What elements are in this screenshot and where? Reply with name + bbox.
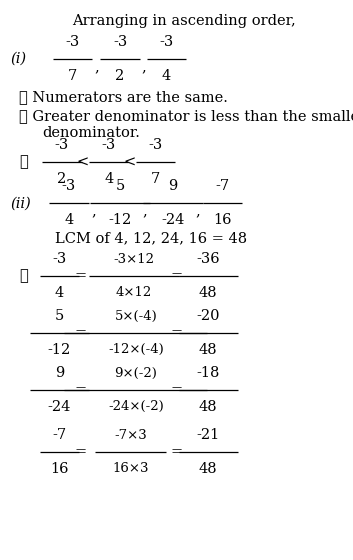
Text: 5×(-4): 5×(-4) [114,310,157,323]
Text: =: = [170,326,183,340]
Text: ∴ Greater denominator is less than the smaller: ∴ Greater denominator is less than the s… [19,109,353,123]
Text: 48: 48 [199,400,217,414]
Text: -7: -7 [52,428,66,442]
Text: -3: -3 [55,138,69,152]
Text: (ii): (ii) [11,196,31,210]
Text: -18: -18 [197,366,220,380]
Text: 9: 9 [55,366,64,380]
Text: -3: -3 [148,138,162,152]
Text: 5: 5 [115,179,125,193]
Text: -3: -3 [62,179,76,193]
Text: =: = [74,326,86,340]
Text: denominator.: denominator. [42,126,140,140]
Text: 4×12: 4×12 [116,286,152,299]
Text: 7: 7 [151,172,160,186]
Text: ,: , [91,205,96,219]
Text: 4: 4 [104,172,113,186]
Text: -3: -3 [102,138,116,152]
Text: 48: 48 [199,462,217,476]
Text: =: = [74,383,86,398]
Text: ,: , [142,60,146,74]
Text: -3: -3 [160,35,174,49]
Text: ,: , [195,205,200,219]
Text: 4: 4 [64,213,73,227]
Text: 16: 16 [50,462,68,476]
Text: 48: 48 [199,343,217,357]
Text: =: = [74,269,86,283]
Text: (i): (i) [11,52,27,66]
Text: -12: -12 [48,343,71,357]
Text: -12×(-4): -12×(-4) [108,343,164,356]
Text: LCM of 4, 12, 24, 16 = 48: LCM of 4, 12, 24, 16 = 48 [55,231,247,245]
Text: -3: -3 [65,35,79,49]
Text: ∴ Numerators are the same.: ∴ Numerators are the same. [19,90,228,104]
Text: <: < [124,156,136,170]
Text: 2: 2 [57,172,66,186]
Text: 5: 5 [55,309,64,323]
Text: ,: , [95,60,99,74]
Text: 9: 9 [168,179,178,193]
Text: -3: -3 [52,252,66,266]
Text: =: = [170,445,183,459]
Text: Arranging in ascending order,: Arranging in ascending order, [72,14,295,28]
Text: =: = [74,445,86,459]
Text: -3: -3 [113,35,127,49]
Text: 4: 4 [55,286,64,300]
Text: 4: 4 [162,69,171,83]
Text: -7×3: -7×3 [114,429,147,442]
Text: 16×3: 16×3 [112,462,149,475]
Text: -24: -24 [48,400,71,414]
Text: ,: , [142,205,147,219]
Text: -24×(-2): -24×(-2) [108,400,164,413]
Text: -12: -12 [108,213,132,227]
Text: -20: -20 [197,309,220,323]
Text: =: = [170,269,183,283]
Text: 48: 48 [199,286,217,300]
Text: 7: 7 [68,69,77,83]
Text: ∴: ∴ [19,156,28,170]
Text: -21: -21 [197,428,220,442]
Text: -3×12: -3×12 [114,253,155,266]
Text: =: = [170,383,183,398]
Text: <: < [77,156,89,170]
Text: -7: -7 [215,179,229,193]
Text: 2: 2 [115,69,125,83]
Text: -24: -24 [161,213,185,227]
Text: 16: 16 [213,213,232,227]
Text: -36: -36 [197,252,220,266]
Text: 9×(-2): 9×(-2) [114,367,157,380]
Text: ∴: ∴ [19,269,28,283]
